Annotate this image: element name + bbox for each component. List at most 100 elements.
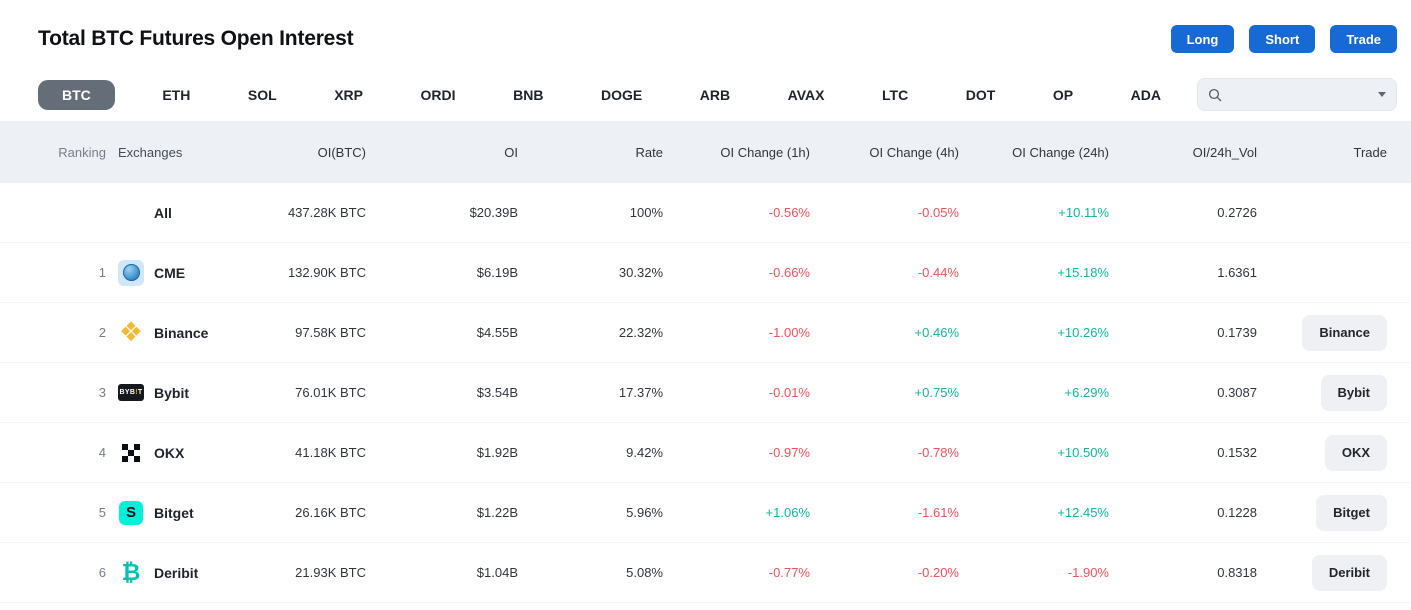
cme-logo-icon [118,259,144,286]
cell-oi-change-4h: +0.75% [914,385,959,400]
col-header-rate[interactable]: Rate [635,144,663,160]
tab-doge[interactable]: DOGE [600,86,643,103]
table-row-bybit: 3 BYB! T Bybit 76.01K BTC $3.54B 17.37% -… [0,363,1411,423]
cell-oi-change-24h: -1.90% [1067,565,1109,580]
coin-tabs: BTC ETH SOL XRP ORDI BNB DOGE ARB AVAX LTC DOT OP AD… [38,79,1171,110]
cell-exchange: All [106,200,256,226]
cell-oi-24h-vol: 0.1532 [1217,445,1257,460]
table-row-bitget: 5 S Bitget 26.16K BTC $1.22B 5.96% +1.06… [0,483,1411,543]
cell-ranking: 4 [98,445,106,460]
cell-oi-change-1h: -0.97% [768,445,810,460]
bybit-logo-icon: BYB! T [118,384,144,401]
cell-trade: OKX [1257,434,1387,471]
table-row-binance: 2 ❖ Binance 97.58K BTC $4.55B 22.32% -1.… [0,303,1411,363]
exchange-name: Binance [154,324,209,341]
tab-sol[interactable]: SOL [247,86,277,103]
cell-oi-btc: 21.93K BTC [295,565,366,580]
cell-oi-change-1h: -0.56% [768,205,810,220]
table-header-row: Ranking Exchanges OI(BTC) OI Rate OI Change (… [0,121,1411,183]
cell-oi: $1.22B [476,505,518,520]
trade-button-binance[interactable]: Binance [1302,314,1387,351]
cell-rate: 100% [629,205,663,220]
tab-ada[interactable]: ADA [1130,86,1161,103]
exchange-name: CME [154,264,186,281]
tab-dot[interactable]: DOT [965,86,996,103]
cell-oi-btc: 97.58K BTC [295,325,366,340]
okx-logo-icon [122,443,140,462]
cell-exchange: BYB! T Bybit [106,380,256,406]
cell-oi-change-4h: -0.05% [917,205,959,220]
cell-oi-change-24h: +10.26% [1057,325,1109,340]
cell-oi-change-24h: +12.45% [1057,505,1109,520]
top-actions: Long Short Trade [1170,25,1397,53]
search-box[interactable] [1197,78,1397,111]
trade-button-deribit[interactable]: Deribit [1311,554,1387,591]
open-interest-table: Ranking Exchanges OI(BTC) OI Rate OI Change (… [0,121,1411,603]
col-header-oi-btc[interactable]: OI(BTC) [317,144,366,160]
search-input[interactable] [1229,86,1371,103]
tab-ordi[interactable]: ORDI [420,86,456,103]
cell-oi-change-1h: +1.06% [765,505,810,520]
col-header-oi[interactable]: OI [504,144,518,160]
tab-op[interactable]: OP [1052,86,1074,103]
exchange-name: All [154,204,172,221]
trade-button[interactable]: Trade [1330,25,1397,53]
cell-oi-24h-vol: 0.1228 [1217,505,1257,520]
table-row-all: All 437.28K BTC $20.39B 100% -0.56% -0.0… [0,183,1411,243]
col-header-oi-24h-vol[interactable]: OI/24h_Vol [1192,144,1257,160]
tab-eth[interactable]: ETH [162,86,191,103]
col-header-trade[interactable]: Trade [1353,144,1387,160]
trade-button-bitget[interactable]: Bitget [1316,494,1387,531]
cell-ranking: 1 [98,265,106,280]
exchange-name: Deribit [154,564,199,581]
long-button[interactable]: Long [1170,25,1235,53]
page-title: Total BTC Futures Open Interest [38,27,354,50]
cell-ranking: 5 [98,505,106,520]
cell-oi: $3.54B [476,385,518,400]
tab-btc[interactable]: BTC [38,79,115,110]
cell-oi-24h-vol: 0.8318 [1217,565,1257,580]
cell-exchange: CME [106,259,256,286]
col-header-oi-change-1h[interactable]: OI Change (1h) [720,144,810,160]
cell-oi-24h-vol: 0.2726 [1217,205,1257,220]
trade-button-okx[interactable]: OKX [1324,434,1387,471]
cell-oi: $1.04B [476,565,518,580]
cell-oi-24h-vol: 1.6361 [1217,265,1257,280]
tab-bnb[interactable]: BNB [513,86,544,103]
exchange-name: Bitget [154,504,194,521]
tab-xrp[interactable]: XRP [334,86,363,103]
exchange-name: Bybit [154,384,189,401]
cell-oi: $20.39B [469,205,518,220]
filter-bar: BTC ETH SOL XRP ORDI BNB DOGE ARB AVAX LTC DOT OP AD… [0,72,1411,121]
deribit-logo-icon: ₿ [121,559,141,585]
bitget-logo-icon: S [119,500,143,525]
tab-arb[interactable]: ARB [699,86,731,103]
cell-trade: Deribit [1257,554,1387,591]
cell-ranking: 2 [98,325,106,340]
cell-oi-change-24h: +10.50% [1057,445,1109,460]
cell-oi: $1.92B [476,445,518,460]
cell-oi-btc: 26.16K BTC [295,505,366,520]
binance-logo-icon: ❖ [118,317,144,347]
cell-oi-change-4h: -0.20% [917,565,959,580]
col-header-oi-change-4h[interactable]: OI Change (4h) [869,144,959,160]
cell-oi-change-1h: -0.66% [768,265,810,280]
cell-ranking: 6 [98,565,106,580]
tab-ltc[interactable]: LTC [882,86,909,103]
cell-exchange: S Bitget [106,500,256,526]
cell-rate: 30.32% [618,265,663,280]
cell-oi-change-24h: +10.11% [1058,205,1109,220]
trade-button-bybit[interactable]: Bybit [1320,374,1387,411]
cell-oi-btc: 132.90K BTC [287,265,366,280]
col-header-exchanges[interactable]: Exchanges [118,144,183,160]
cell-oi-change-4h: +0.46% [914,325,959,340]
dropdown-caret-icon[interactable] [1378,92,1386,97]
cell-rate: 5.08% [626,565,663,580]
cell-oi-24h-vol: 0.1739 [1217,325,1257,340]
col-header-oi-change-24h[interactable]: OI Change (24h) [1012,144,1109,160]
cell-oi-change-1h: -1.00% [768,325,810,340]
short-button[interactable]: Short [1249,25,1316,53]
col-header-ranking[interactable]: Ranking [58,144,106,160]
cell-oi-change-4h: -0.44% [917,265,959,280]
tab-avax[interactable]: AVAX [787,86,825,103]
